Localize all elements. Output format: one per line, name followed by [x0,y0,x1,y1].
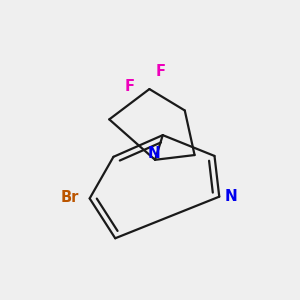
Text: N: N [225,189,238,204]
Text: F: F [124,79,134,94]
Text: N: N [147,146,160,161]
Text: F: F [156,64,166,79]
Text: Br: Br [60,190,79,205]
